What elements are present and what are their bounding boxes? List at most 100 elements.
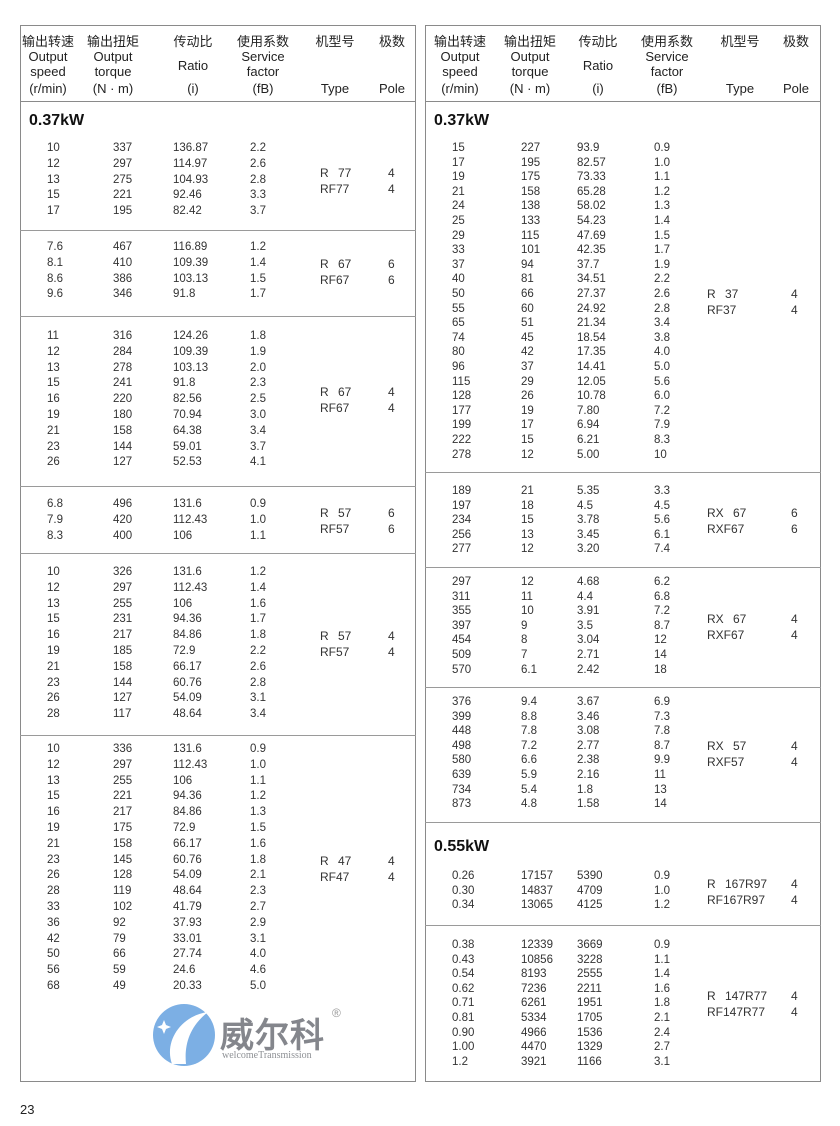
- service-factor-cell: 6.0: [654, 390, 670, 403]
- output-speed-cell: 17: [452, 156, 465, 169]
- output-torque-cell: 255: [113, 774, 133, 787]
- header-right-col-label: Output: [440, 49, 480, 64]
- ratio-cell: 124.26: [173, 330, 209, 342]
- output-torque-cell: 11: [521, 590, 533, 603]
- header-left-col-cn: 极数: [378, 34, 405, 49]
- output-speed-cell: 37: [452, 258, 465, 271]
- pole-count: 6: [388, 272, 395, 287]
- output-speed-cell: 15: [47, 189, 60, 202]
- output-torque-cell: 275: [113, 173, 133, 186]
- output-torque-cell: 316: [113, 330, 133, 342]
- output-torque-cell: 79: [113, 932, 126, 945]
- header-left-col-cn: 输出转速: [21, 34, 74, 49]
- output-torque-cell: 45: [521, 331, 534, 344]
- group-divider: [425, 822, 821, 823]
- ratio-cell: 1166: [577, 1055, 602, 1068]
- output-torque-cell: 92: [113, 916, 126, 929]
- service-factor-cell: 1.2: [654, 185, 670, 198]
- output-torque-cell: 420: [113, 513, 133, 526]
- pole-count: 6: [388, 256, 395, 271]
- output-torque-cell: 336: [113, 743, 133, 755]
- output-speed-cell: 15: [47, 613, 60, 626]
- group-divider: [20, 735, 416, 736]
- logo-english-text: welcomeTransmission: [222, 1050, 312, 1061]
- service-factor-cell: 2.6: [250, 157, 266, 170]
- output-torque-cell: 12: [521, 448, 534, 461]
- output-speed-cell: 68: [47, 980, 60, 992]
- output-speed-cell: 15: [452, 142, 465, 154]
- ratio-cell: 12.05: [577, 375, 606, 388]
- pole-count: 6: [791, 522, 798, 537]
- ratio-cell: 1951: [577, 997, 603, 1010]
- pole-count: 4: [388, 181, 395, 196]
- group-divider: [425, 472, 821, 473]
- output-torque-cell: 255: [113, 597, 133, 610]
- output-torque-cell: 175: [113, 822, 133, 834]
- model-type: R 67: [320, 256, 352, 271]
- service-factor-cell: 1.8: [250, 629, 266, 642]
- service-factor-cell: 1.0: [250, 758, 266, 771]
- ratio-cell: 47.69: [577, 229, 606, 242]
- service-factor-cell: 7.2: [654, 404, 670, 417]
- output-torque-cell: 17157: [521, 870, 553, 882]
- ratio-cell: 1.8: [577, 783, 593, 796]
- service-factor-cell: 1.7: [250, 613, 266, 626]
- output-speed-cell: 0.38: [452, 939, 475, 951]
- output-torque-cell: 117: [113, 708, 132, 721]
- output-torque-cell: 326: [113, 566, 133, 578]
- ratio-cell: 20.33: [173, 980, 202, 992]
- output-speed-cell: 297: [452, 576, 472, 588]
- model-type: R 47: [320, 853, 352, 868]
- ratio-cell: 112.43: [173, 581, 208, 594]
- output-torque-cell: 297: [113, 758, 133, 771]
- output-torque-cell: 175: [521, 171, 541, 184]
- output-torque-cell: 8.8: [521, 710, 537, 723]
- output-speed-cell: 28: [47, 885, 60, 898]
- output-speed-cell: 734: [452, 783, 472, 796]
- output-torque-cell: 59: [113, 964, 126, 977]
- header-right-col-label: (N · m): [509, 81, 551, 96]
- output-speed-cell: 19: [47, 822, 60, 834]
- output-torque-cell: 221: [113, 790, 133, 803]
- output-torque-cell: 14837: [521, 884, 553, 897]
- pole-count: 4: [791, 989, 798, 1004]
- model-type: RX 67: [707, 506, 747, 521]
- output-speed-cell: 639: [452, 769, 472, 781]
- output-speed-cell: 10: [47, 142, 60, 154]
- service-factor-cell: 1.3: [654, 200, 670, 213]
- service-factor-cell: 3.3: [250, 189, 266, 202]
- output-speed-cell: 21: [47, 660, 60, 673]
- ratio-cell: 3228: [577, 953, 603, 966]
- header-right-col-cn: 机型号: [720, 34, 760, 49]
- output-torque-cell: 15: [521, 434, 534, 446]
- group-divider: [20, 230, 416, 231]
- ratio-cell: 131.6: [173, 743, 202, 755]
- output-speed-cell: 19: [47, 645, 60, 657]
- header-left-col-label: Pole: [378, 81, 406, 96]
- service-factor-cell: 1.6: [654, 982, 670, 995]
- header-right-col-label: (fB): [656, 81, 678, 96]
- output-speed-cell: 7.6: [47, 241, 63, 253]
- service-factor-cell: 2.3: [250, 377, 266, 390]
- output-torque-cell: 26: [521, 390, 534, 403]
- ratio-cell: 52.53: [173, 456, 202, 469]
- service-factor-cell: 1.4: [654, 968, 670, 981]
- service-factor-cell: 8.7: [654, 739, 670, 752]
- service-factor-cell: 1.6: [250, 597, 266, 610]
- group-divider: [425, 567, 821, 568]
- output-speed-cell: 13: [47, 361, 60, 374]
- output-speed-cell: 65: [452, 317, 465, 330]
- ratio-cell: 4.5: [577, 499, 593, 512]
- model-type: RXF67: [707, 522, 745, 537]
- output-torque-cell: 195: [113, 205, 133, 218]
- ratio-cell: 5390: [577, 870, 603, 882]
- ratio-cell: 54.09: [173, 692, 202, 705]
- service-factor-cell: 12: [654, 634, 667, 647]
- output-speed-cell: 199: [452, 419, 472, 432]
- ratio-cell: 106: [173, 529, 193, 542]
- ratio-cell: 66.17: [173, 660, 202, 673]
- output-speed-cell: 0.81: [452, 1012, 475, 1024]
- output-speed-cell: 56: [47, 964, 60, 977]
- ratio-cell: 60.76: [173, 853, 202, 866]
- registered-mark: ®: [332, 1006, 341, 1020]
